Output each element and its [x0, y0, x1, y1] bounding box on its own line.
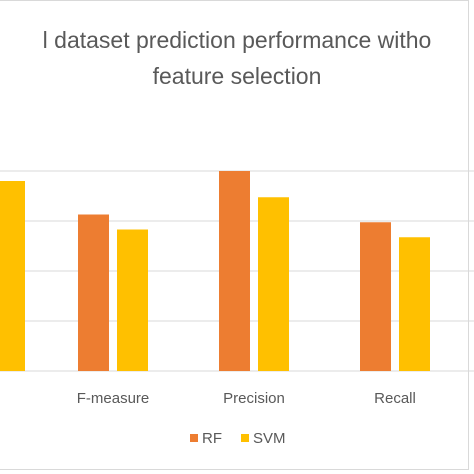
bars	[0, 171, 430, 371]
bar-svm-recall	[399, 237, 430, 371]
bar-rf-precision	[219, 171, 250, 371]
bar-rf-f-measure	[78, 214, 109, 371]
bar-rf-recall	[360, 222, 391, 371]
bar-svm-f-measure	[117, 229, 148, 371]
tick-label-precision: Precision	[223, 390, 285, 407]
legend: RF SVM	[190, 430, 286, 447]
bar-svm-precision	[258, 197, 289, 371]
bar-svm-y	[0, 181, 25, 371]
legend-swatch-svm	[241, 434, 249, 442]
legend-label-svm: SVM	[253, 430, 286, 447]
legend-swatch-rf	[190, 434, 198, 442]
chart-title-line2: feature selection	[152, 63, 322, 89]
chart-title-line1: l dataset prediction performance witho	[42, 27, 432, 53]
tick-label-recall: Recall	[374, 390, 416, 407]
tick-label-f-measure: F-measure	[77, 390, 150, 407]
legend-label-rf: RF	[202, 430, 222, 447]
